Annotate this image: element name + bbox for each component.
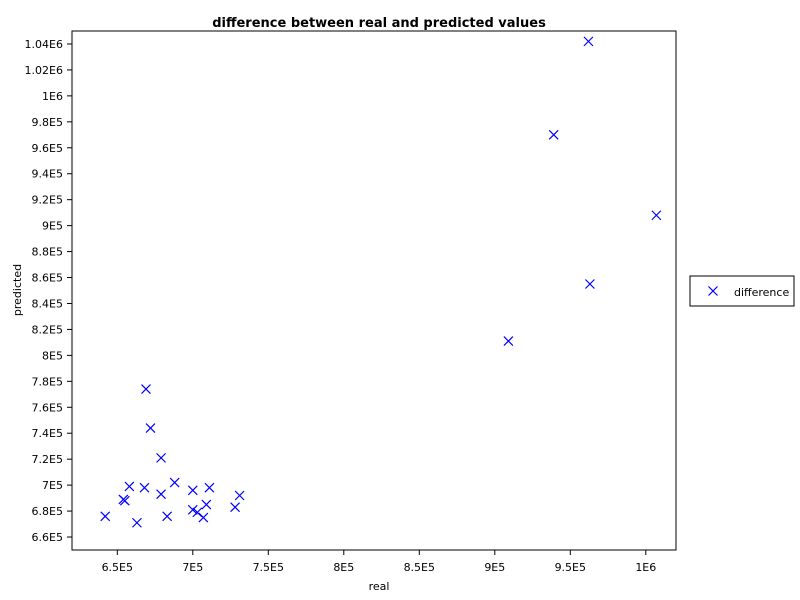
y-axis: 6.6E5 6.8E5 7E5 7.2E5 7.4E5 7.6E5 7.8E5 8E5 8.2E…	[25, 38, 72, 544]
data-point-marker	[145, 423, 156, 433]
legend: difference	[689, 275, 795, 307]
y-tick-label: 9E5	[42, 220, 63, 233]
y-tick-label: 9.6E5	[32, 142, 63, 155]
data-point-marker	[100, 511, 111, 522]
x-axis: 6.5E5 7E5 7.5E5 8E5 8.5E5 9E5 9.5E5 1E6	[102, 550, 656, 574]
y-tick-label: 6.6E5	[32, 531, 63, 544]
data-point-marker	[651, 210, 662, 221]
plot-area	[71, 30, 677, 551]
y-tick-label: 9.8E5	[32, 116, 63, 129]
data-point-marker	[585, 279, 595, 289]
data-point-marker	[204, 482, 215, 493]
x-tick-label: 1E6	[635, 561, 656, 574]
y-tick-label: 7E5	[42, 479, 63, 492]
data-point-marker	[162, 511, 173, 522]
data-point-marker	[156, 452, 167, 463]
y-tick-label: 9.4E5	[32, 168, 63, 181]
x-tick-label: 8.5E5	[404, 561, 435, 574]
chart-title: difference between real and predicted va…	[212, 16, 546, 31]
y-tick-label: 8.2E5	[32, 323, 63, 336]
y-tick-label: 8.4E5	[32, 297, 63, 310]
legend-marker-x-icon	[708, 286, 718, 296]
x-tick-label: 6.5E5	[102, 561, 133, 574]
data-point-marker	[156, 489, 167, 500]
y-tick-label: 1.04E6	[25, 38, 63, 51]
y-tick-label: 1.02E6	[25, 64, 63, 77]
data-point-marker	[187, 485, 198, 496]
x-tick-label: 9E5	[484, 561, 505, 574]
x-tick-label: 7.5E5	[253, 561, 284, 574]
x-tick-label: 9.5E5	[555, 561, 586, 574]
data-point-marker	[124, 481, 135, 492]
x-tick-label: 7E5	[182, 561, 203, 574]
data-point-marker	[119, 495, 130, 506]
y-tick-label: 9.2E5	[32, 194, 63, 207]
y-tick-label: 7.2E5	[32, 453, 63, 466]
data-point-marker	[132, 517, 142, 528]
data-point-marker	[192, 507, 203, 518]
data-point-marker	[141, 384, 151, 395]
y-tick-label: 7.4E5	[32, 427, 63, 440]
legend-label: difference	[734, 286, 789, 299]
y-tick-label: 6.8E5	[32, 505, 63, 518]
x-axis-label: real	[369, 580, 390, 593]
y-tick-label: 1E6	[42, 90, 63, 103]
y-tick-label: 7.8E5	[32, 375, 63, 388]
data-point-marker	[583, 36, 594, 47]
y-axis-label: predicted	[11, 264, 24, 316]
data-points	[100, 36, 662, 528]
data-point-marker	[503, 336, 514, 347]
y-tick-label: 8.6E5	[32, 272, 63, 285]
data-point-marker	[201, 499, 212, 510]
data-point-marker	[169, 477, 180, 488]
y-tick-label: 8E5	[42, 349, 63, 362]
y-tick-label: 7.6E5	[32, 401, 63, 414]
data-point-marker	[187, 504, 198, 515]
legend-x-icon	[708, 286, 718, 296]
y-tick-label: 8.8E5	[32, 246, 63, 259]
data-point-marker	[198, 512, 209, 523]
data-point-marker	[548, 129, 559, 140]
data-point-marker	[234, 490, 245, 501]
data-point-marker	[230, 502, 241, 513]
legend-box	[689, 275, 795, 307]
x-tick-label: 8E5	[333, 561, 354, 574]
data-point-marker	[139, 482, 150, 493]
